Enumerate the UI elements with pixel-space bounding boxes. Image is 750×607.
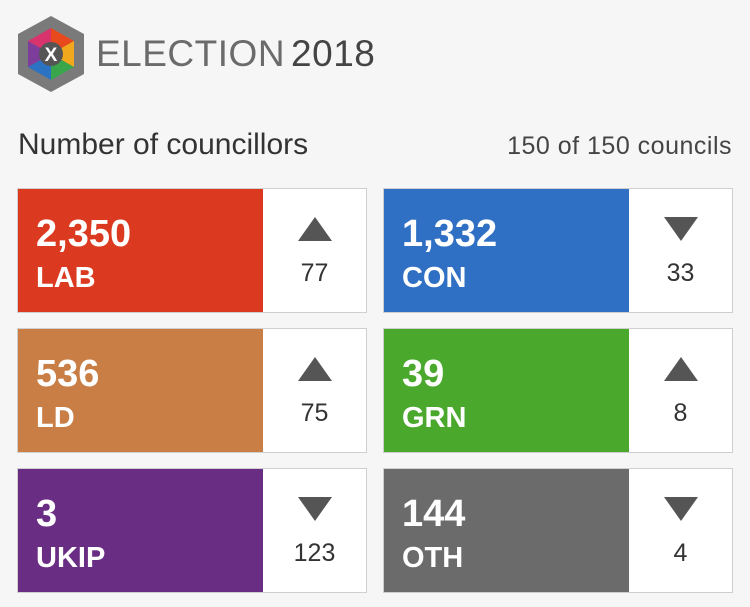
election-logo-icon: X — [18, 16, 84, 92]
councillor-count: 39 — [402, 353, 445, 395]
party-block: 3 UKIP — [18, 469, 263, 592]
down-arrow-icon — [298, 497, 332, 521]
party-card-ukip: 3 UKIP 123 — [17, 468, 367, 593]
logo-letter: X — [45, 45, 58, 66]
change-box: 77 — [263, 189, 366, 312]
party-block: 536 LD — [18, 329, 263, 452]
councillor-count: 1,332 — [402, 213, 498, 255]
change-box: 4 — [629, 469, 732, 592]
party-block: 2,350 LAB — [18, 189, 263, 312]
councillor-count: 536 — [36, 353, 100, 395]
party-name: LAB — [36, 262, 96, 294]
header: X ELECTION 2018 — [14, 14, 375, 94]
brand-year: 2018 — [291, 33, 376, 74]
party-card-lab: 2,350 LAB 77 — [17, 188, 367, 313]
councillor-count: 2,350 — [36, 213, 132, 255]
change-value: 77 — [300, 259, 329, 287]
up-arrow-icon — [664, 357, 698, 381]
down-arrow-icon — [664, 217, 698, 241]
party-name: GRN — [402, 402, 467, 434]
party-name: OTH — [402, 542, 464, 574]
councillor-count: 144 — [402, 493, 466, 535]
party-block: 144 OTH — [384, 469, 629, 592]
page-title: Number of councillors — [18, 128, 309, 161]
change-value: 75 — [300, 399, 329, 427]
down-arrow-icon — [664, 497, 698, 521]
up-arrow-icon — [298, 357, 332, 381]
party-name: UKIP — [36, 542, 106, 574]
change-box: 123 — [263, 469, 366, 592]
change-box: 75 — [263, 329, 366, 452]
subhead: Number of councillors 150 of 150 council… — [18, 128, 732, 162]
party-card-oth: 144 OTH 4 — [383, 468, 733, 593]
change-value: 4 — [673, 539, 688, 567]
party-name: LD — [36, 402, 75, 434]
brand-title: ELECTION 2018 — [96, 33, 375, 75]
party-card-ld: 536 LD 75 — [17, 328, 367, 453]
party-name: CON — [402, 262, 467, 294]
change-value: 33 — [666, 259, 695, 287]
up-arrow-icon — [298, 217, 332, 241]
change-box: 8 — [629, 329, 732, 452]
party-block: 1,332 CON — [384, 189, 629, 312]
change-value: 8 — [673, 399, 688, 427]
change-box: 33 — [629, 189, 732, 312]
party-card-con: 1,332 CON 33 — [383, 188, 733, 313]
councillor-count: 3 — [36, 493, 58, 535]
change-value: 123 — [293, 539, 336, 567]
party-block: 39 GRN — [384, 329, 629, 452]
brand-name: ELECTION — [96, 33, 286, 74]
party-card-grn: 39 GRN 8 — [383, 328, 733, 453]
councils-count: 150 of 150 councils — [507, 132, 732, 160]
